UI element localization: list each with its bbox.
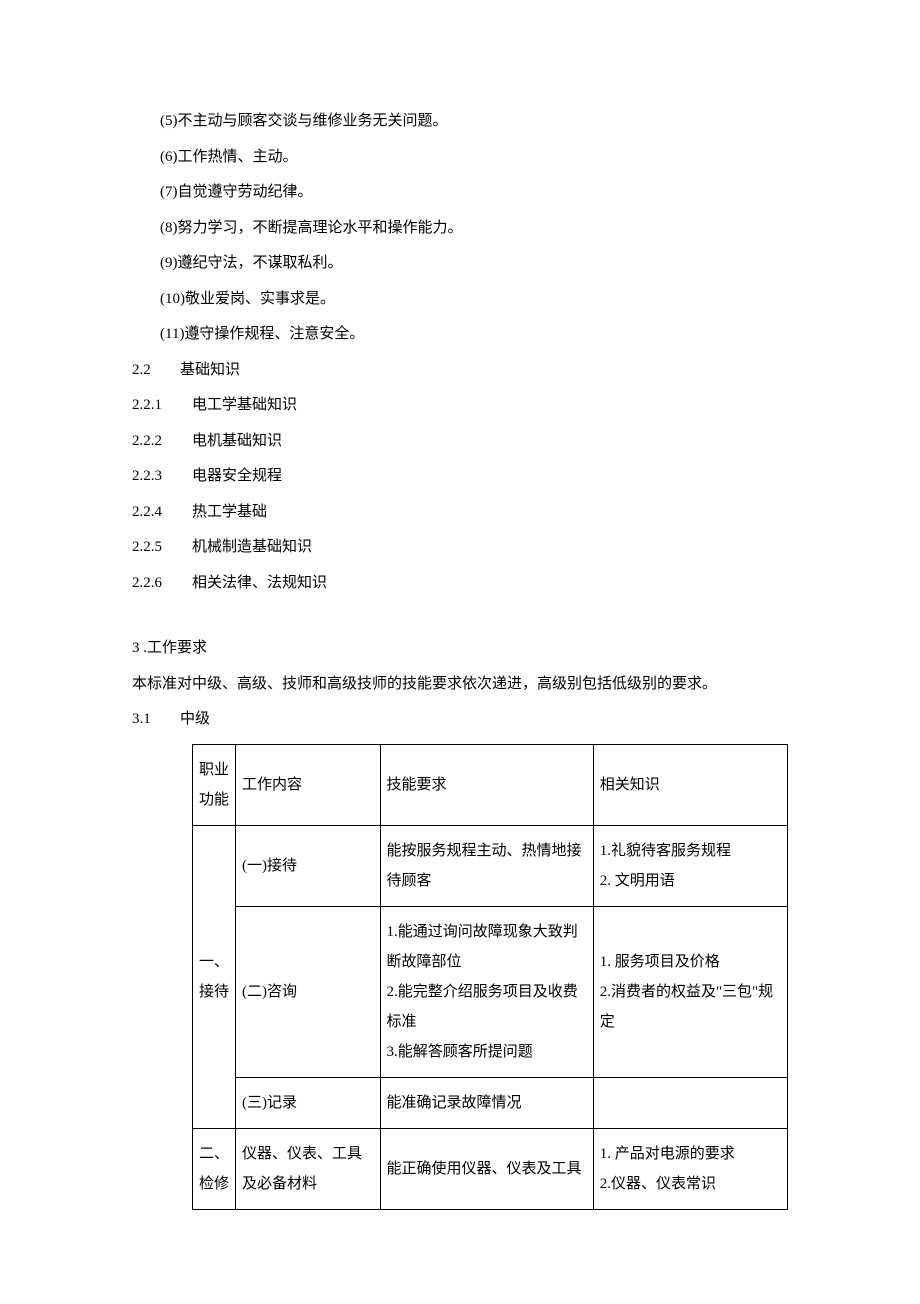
cell-knowledge <box>593 1077 787 1128</box>
heading-number: 2.2.3 <box>132 465 192 488</box>
body-paragraph: 本标准对中级、高级、技师和高级技师的技能要求依次递进，高级别包括低级别的要求。 <box>132 673 788 696</box>
heading-text: 中级 <box>180 711 210 727</box>
heading-2-2-2: 2.2.2电机基础知识 <box>132 430 788 453</box>
list-item: (11)遵守操作规程、注意安全。 <box>132 323 788 346</box>
cell-skill: 能按服务规程主动、热情地接待顾客 <box>380 825 593 906</box>
heading-text: 工作要求 <box>147 640 207 656</box>
cell-knowledge: 1. 服务项目及价格2.消费者的权益及"三包"规定 <box>593 906 787 1077</box>
heading-2-2-4: 2.2.4热工学基础 <box>132 501 788 524</box>
list-item: (9)遵纪守法，不谋取私利。 <box>132 252 788 275</box>
table-row: 二、检修 仪器、仪表、工具及必备材料 能正确使用仪器、仪表及工具 1. 产品对电… <box>193 1128 788 1209</box>
heading-text: 电器安全规程 <box>192 468 282 484</box>
heading-number: 2.2.5 <box>132 536 192 559</box>
heading-2-2-3: 2.2.3电器安全规程 <box>132 465 788 488</box>
heading-number: 2.2.2 <box>132 430 192 453</box>
cell-content: 仪器、仪表、工具及必备材料 <box>236 1128 381 1209</box>
cell-content: (二)咨询 <box>236 906 381 1077</box>
cell-skill: 能准确记录故障情况 <box>380 1077 593 1128</box>
skills-table: 职业功能 工作内容 技能要求 相关知识 一、接待 (一)接待 能按服务规程主动、… <box>192 744 788 1210</box>
heading-text: 机械制造基础知识 <box>192 539 312 555</box>
heading-text: 基础知识 <box>180 362 240 378</box>
heading-number: 2.2.4 <box>132 501 192 524</box>
heading-number: 2.2.6 <box>132 572 192 595</box>
heading-3: 3 .工作要求 <box>132 637 788 660</box>
heading-text: 电工学基础知识 <box>192 397 297 413</box>
table-header-skill: 技能要求 <box>380 744 593 825</box>
heading-number: 2.2.1 <box>132 394 192 417</box>
heading-number: 2.2 <box>132 359 180 382</box>
cell-knowledge: 1. 产品对电源的要求2.仪器、仪表常识 <box>593 1128 787 1209</box>
cell-skill: 1.能通过询问故障现象大致判断故障部位2.能完整介绍服务项目及收费标准3.能解答… <box>380 906 593 1077</box>
list-item: (6)工作热情、主动。 <box>132 146 788 169</box>
list-item: (5)不主动与顾客交谈与维修业务无关问题。 <box>132 110 788 133</box>
heading-2-2-1: 2.2.1电工学基础知识 <box>132 394 788 417</box>
heading-2-2: 2.2基础知识 <box>132 359 788 382</box>
list-item: (7)自觉遵守劳动纪律。 <box>132 181 788 204</box>
table-header-func: 职业功能 <box>193 744 236 825</box>
heading-3-1: 3.1中级 <box>132 708 788 731</box>
cell-func: 二、检修 <box>193 1128 236 1209</box>
table-header-knowledge: 相关知识 <box>593 744 787 825</box>
cell-knowledge: 1.礼貌待客服务规程2. 文明用语 <box>593 825 787 906</box>
cell-skill: 能正确使用仪器、仪表及工具 <box>380 1128 593 1209</box>
table-row: (二)咨询 1.能通过询问故障现象大致判断故障部位2.能完整介绍服务项目及收费标… <box>193 906 788 1077</box>
cell-content: (三)记录 <box>236 1077 381 1128</box>
cell-func: 一、接待 <box>193 825 236 1128</box>
heading-number: 3 . <box>132 640 147 656</box>
heading-2-2-6: 2.2.6相关法律、法规知识 <box>132 572 788 595</box>
heading-2-2-5: 2.2.5机械制造基础知识 <box>132 536 788 559</box>
heading-text: 电机基础知识 <box>192 433 282 449</box>
table-header-row: 职业功能 工作内容 技能要求 相关知识 <box>193 744 788 825</box>
heading-text: 热工学基础 <box>192 504 267 520</box>
heading-number: 3.1 <box>132 708 180 731</box>
cell-content: (一)接待 <box>236 825 381 906</box>
table-header-content: 工作内容 <box>236 744 381 825</box>
table-row: (三)记录 能准确记录故障情况 <box>193 1077 788 1128</box>
heading-text: 相关法律、法规知识 <box>192 575 327 591</box>
list-item: (10)敬业爱岗、实事求是。 <box>132 288 788 311</box>
table-row: 一、接待 (一)接待 能按服务规程主动、热情地接待顾客 1.礼貌待客服务规程2.… <box>193 825 788 906</box>
list-item: (8)努力学习，不断提高理论水平和操作能力。 <box>132 217 788 240</box>
